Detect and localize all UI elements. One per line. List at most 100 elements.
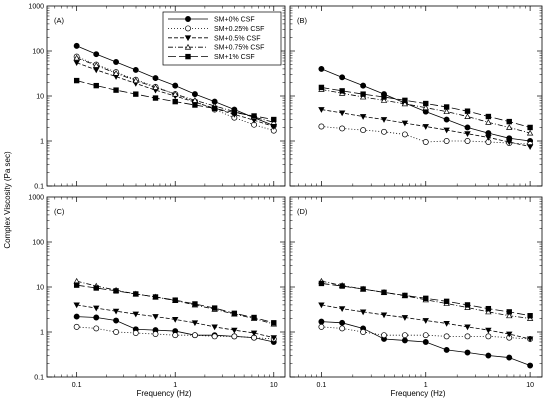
data-point <box>93 305 100 312</box>
data-point <box>360 329 367 335</box>
series-5 <box>318 280 533 319</box>
panel-1: 0.1 1 10 100 1000 (A) <box>28 4 286 191</box>
panel-frame <box>289 5 543 187</box>
data-point <box>422 318 429 324</box>
data-point <box>464 113 471 119</box>
data-point <box>73 60 80 67</box>
data-point <box>506 331 513 338</box>
data-point <box>191 320 199 327</box>
data-point <box>251 113 257 119</box>
y-tick-label: 100 <box>32 240 44 247</box>
data-point <box>443 321 450 327</box>
series-line <box>321 89 531 134</box>
data-point <box>464 333 471 340</box>
data-point <box>133 291 139 297</box>
series-2 <box>318 123 534 148</box>
panel-frame <box>46 196 286 378</box>
data-point <box>172 90 179 97</box>
data-point <box>423 100 429 107</box>
data-point <box>485 119 492 125</box>
data-point <box>443 298 450 305</box>
data-point <box>526 129 534 136</box>
data-point <box>152 314 159 320</box>
data-point <box>422 339 429 345</box>
data-point <box>527 313 533 319</box>
x-axis-title-right: Frequency (Hz) <box>390 389 445 398</box>
data-point <box>506 139 513 146</box>
y-axis-title: Complex Viscosity (Pa sec) <box>3 151 12 249</box>
series-3 <box>73 302 277 341</box>
data-point <box>527 124 533 131</box>
data-point <box>132 77 139 84</box>
data-point <box>485 352 492 359</box>
data-layer <box>73 42 534 369</box>
data-point <box>464 131 471 138</box>
data-point <box>270 335 277 341</box>
x-tick-label: 10 <box>270 382 278 389</box>
data-point <box>73 323 80 330</box>
data-point <box>380 117 388 123</box>
data-point <box>338 110 346 117</box>
data-point <box>485 130 492 137</box>
legend-label: SM+0.5% CSF <box>214 35 261 42</box>
data-point <box>360 91 366 97</box>
data-point <box>113 59 120 65</box>
data-point <box>318 280 325 287</box>
data-point <box>271 116 277 123</box>
data-point <box>526 144 534 150</box>
data-point <box>211 324 218 331</box>
data-point <box>380 97 388 103</box>
data-point <box>271 320 277 326</box>
text-layer: Complex Viscosity (Pa sec) Frequency (Hz… <box>3 151 446 398</box>
y-tick-label: 0.1 <box>34 184 44 191</box>
legend-label: SM+0.25% CSF <box>214 26 264 33</box>
data-point <box>443 116 450 123</box>
data-point <box>359 114 367 120</box>
series-5 <box>318 84 533 131</box>
series-line <box>76 57 274 123</box>
data-point <box>506 124 513 130</box>
data-point <box>93 314 100 321</box>
data-point <box>112 69 120 76</box>
panel-frame <box>289 196 543 378</box>
data-point <box>152 75 159 82</box>
data-point <box>113 288 119 294</box>
data-point <box>360 286 366 292</box>
data-point <box>132 311 139 318</box>
data-point <box>422 332 429 339</box>
data-point <box>172 82 179 89</box>
data-point <box>360 127 367 134</box>
data-point <box>464 302 471 308</box>
data-point <box>93 62 100 68</box>
data-point <box>485 135 492 141</box>
data-point <box>73 42 80 49</box>
data-point <box>231 333 238 340</box>
data-point <box>152 331 159 338</box>
data-point <box>93 285 99 291</box>
data-point <box>381 128 387 135</box>
data-point <box>380 312 388 319</box>
y-tick-label: 10 <box>36 94 44 101</box>
data-point <box>443 346 450 353</box>
legend-marker <box>185 16 191 22</box>
data-point <box>339 88 345 94</box>
data-point <box>464 138 471 144</box>
legend-entry: SM+0% CSF <box>168 16 255 24</box>
data-point <box>526 336 534 343</box>
series-2 <box>73 323 277 342</box>
data-point <box>401 120 409 127</box>
data-point <box>506 309 512 315</box>
data-point <box>485 308 492 315</box>
data-point <box>464 324 471 331</box>
data-point <box>93 325 100 332</box>
data-point <box>485 305 492 312</box>
data-point <box>231 327 238 334</box>
data-point <box>318 123 325 130</box>
data-point <box>401 337 408 344</box>
legend-entry: SM+0.5% CSF <box>168 35 261 42</box>
data-point <box>423 295 429 302</box>
data-point <box>318 107 325 113</box>
data-point <box>338 306 346 312</box>
data-point <box>318 65 325 72</box>
